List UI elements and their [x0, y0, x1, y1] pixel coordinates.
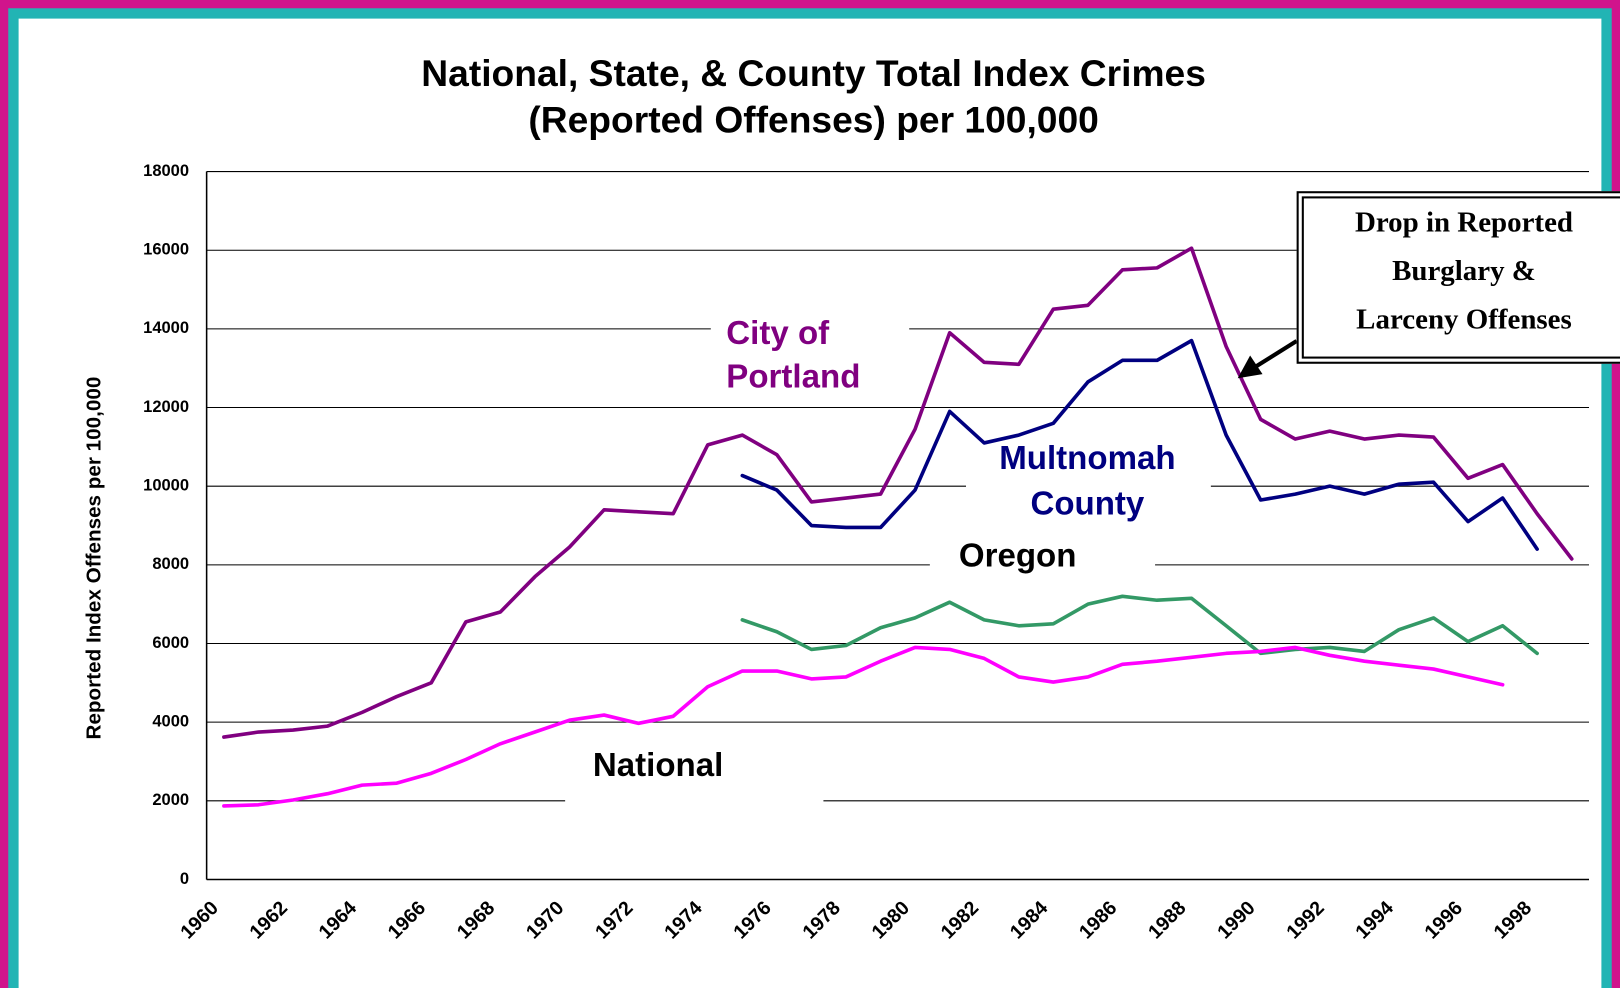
x-tick-label: 1976: [729, 897, 775, 943]
series-line: [222, 246, 1574, 739]
annotation-text: Larceny Offenses: [1356, 303, 1572, 336]
panel: [18, 18, 1602, 988]
y-axis-label: Reported Index Offenses per 100,000: [83, 377, 106, 740]
x-tick-label: 1966: [384, 897, 430, 943]
x-tick-label: 1984: [1006, 897, 1052, 943]
y-tick-label: 14000: [143, 318, 189, 337]
y-tick-label: 8000: [152, 554, 189, 573]
label-backdrop: [710, 323, 910, 334]
label-backdrop: [565, 795, 824, 807]
y-tick-label: 2000: [152, 790, 189, 809]
x-tick-label: 1978: [798, 897, 844, 943]
label-backdrop: [966, 480, 1211, 491]
arrow-shaft: [1254, 339, 1298, 369]
x-tick-label: 1972: [591, 897, 637, 943]
series-line: [740, 594, 1539, 656]
series-label: Multnomah County: [999, 439, 1176, 522]
chart-title: National, State, & County Total Index Cr…: [421, 51, 1206, 95]
chart-subtitle: (Reported Offenses) per 100,000: [528, 98, 1099, 141]
series-line: [740, 338, 1539, 551]
annotation-box: Drop in Reported Burglary & Larceny Offe…: [1296, 191, 1620, 364]
series-label: National: [592, 746, 724, 784]
series-label: Oregon: [958, 536, 1077, 574]
x-tick-label: 1992: [1282, 897, 1328, 943]
label-backdrop: [929, 560, 1156, 571]
y-tick-label: 0: [180, 869, 189, 888]
x-tick-label: 1982: [937, 897, 983, 943]
x-tick-label: 1988: [1144, 897, 1190, 943]
y-tick-label: 18000: [143, 161, 189, 180]
y-tick-label: 12000: [143, 397, 189, 416]
x-tick-label: 1962: [246, 897, 292, 943]
x-tick-label: 1994: [1351, 897, 1397, 943]
x-tick-label: 1980: [868, 897, 914, 943]
annotation-text: Drop in Reported: [1354, 206, 1574, 239]
x-tick-label: 1964: [315, 897, 361, 943]
y-tick-label: 6000: [152, 633, 189, 652]
x-tick-label: 1990: [1213, 897, 1259, 943]
x-tick-label: 1974: [660, 897, 706, 943]
arrow-head: [1237, 355, 1263, 379]
x-tick-label: 1968: [453, 897, 499, 943]
series-line: [222, 645, 1505, 808]
x-tick-label: 1996: [1421, 897, 1467, 943]
x-tick-label: 1998: [1490, 897, 1536, 943]
x-tick-label: 1986: [1075, 897, 1121, 943]
x-tick-label: 1970: [522, 897, 568, 943]
series-label: City of Portland: [726, 314, 861, 395]
x-tick-label: 1960: [176, 897, 222, 943]
y-tick-label: 4000: [152, 712, 189, 731]
annotation-text: Burglary &: [1392, 255, 1536, 288]
y-tick-label: 10000: [143, 476, 189, 495]
y-tick-label: 16000: [143, 240, 189, 259]
